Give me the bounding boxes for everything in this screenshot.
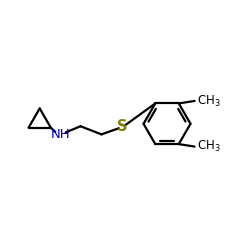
Text: CH$_3$: CH$_3$ (196, 94, 220, 108)
Text: S: S (117, 119, 127, 134)
Text: NH: NH (50, 128, 70, 141)
Text: CH$_3$: CH$_3$ (196, 139, 220, 154)
